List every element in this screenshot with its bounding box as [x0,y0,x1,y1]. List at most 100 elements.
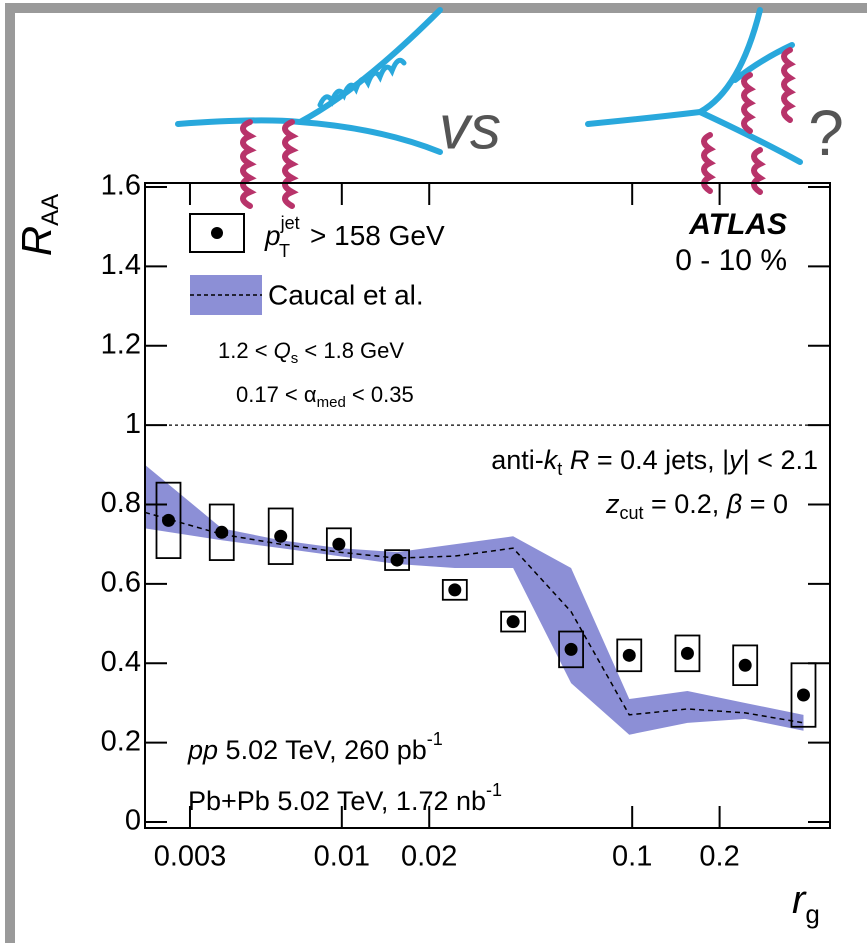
sketch-vs: vs [439,93,501,162]
systematic-box [208,503,235,561]
sketch-glauber [741,72,756,134]
x-axis-title-main: r [792,878,807,922]
data-point [738,658,752,672]
legend-label-part: T [279,241,290,261]
systematic-box [384,549,410,571]
annotation-part: cut [619,503,643,523]
x-tick-label: 0.2 [699,841,739,873]
legend-marker-box [189,213,245,253]
sketch [175,7,803,209]
systematic-box [325,527,352,561]
systematic-box [790,662,817,728]
x-axis-title-sub: g [805,899,819,929]
annotation-part: pp [187,735,218,765]
y-tick-label: 0.8 [101,487,141,519]
systematic-box [267,507,294,565]
data-point [215,525,229,539]
annotation: 1.2 < Qs < 1.8 GeV [218,338,404,367]
annotation-part: R [570,445,590,475]
annotation: zcut = 0.2, β = 0 [605,489,788,523]
centrality-label: 0 - 10 % [675,244,787,277]
annotation: Pb+Pb 5.02 TeV, 1.72 nb-1 [188,780,502,816]
annotation-part: anti- [491,445,544,475]
annotation-part: Q [274,338,291,363]
systematic-box [674,634,701,673]
y-tick-label: 0.6 [101,567,141,599]
theory-central-line [144,511,804,724]
annotation-part: med [317,394,346,411]
experiment-label: ATLAS [688,208,787,241]
systematic-box [155,481,182,559]
annotation-part: k [544,445,559,475]
sketch-gluon [317,57,407,108]
legend-label-part: jet [280,213,300,233]
annotation-part: < 0.35 [346,382,414,407]
sketch-jet [732,42,795,83]
annotation-part: 0.17 < α [236,382,317,407]
sketch-glauber [701,132,716,194]
sketch-question: ? [808,97,844,169]
systematic-box [732,644,759,687]
annotation-part: < 1.8 GeV [298,338,404,363]
annotation-part: -1 [486,780,502,800]
data-point [796,688,810,702]
data-point [332,537,346,551]
y-axis-title: RAA [13,194,64,256]
y-tick-label: 0 [125,805,141,837]
legend-label: pjet T > 158 GeV [264,213,445,261]
annotation-part: = 0 [742,489,788,519]
annotation-part: z [605,489,620,519]
x-axis-title: rg [792,878,820,929]
annotation: 0.17 < αmed < 0.35 [236,382,414,411]
x-tick-label: 0.003 [154,841,227,873]
annotation-part: -1 [427,729,443,749]
legend-label: Caucal et al. [268,279,424,310]
systematic-box [616,638,643,673]
legend-label-part: p [264,220,281,251]
y-tick-label: 1 [125,408,141,440]
data-point [161,513,175,527]
y-axis-title-sub: AA [37,194,64,226]
x-tick-label: 0.02 [401,841,457,873]
annotation: anti-kt R = 0.4 jets, |y| < 2.1 [491,445,818,479]
data-point [274,529,288,543]
y-tick-label: 0.2 [101,725,141,757]
data-point [448,583,462,597]
data-point [564,642,578,656]
annotation-part: 1.2 < [218,338,274,363]
annotation-part: = 0.4 jets, | [589,445,729,475]
annotation-part: t [557,459,562,479]
annotation: pp 5.02 TeV, 260 pb-1 [187,729,443,765]
annotation-part: s [291,350,299,367]
data-point [390,553,404,567]
systematic-box [500,610,527,633]
y-tick-label: 1.6 [101,170,141,202]
sketch-glauber [282,119,299,209]
annotation-part: 5.02 TeV, 260 pb [218,735,427,765]
x-tick-label: 0.01 [314,841,370,873]
legend-marker [211,227,223,239]
y-tick-label: 1.2 [101,328,141,360]
sketch-glauber [751,147,766,195]
systematic-box [441,579,468,601]
annotation-part [562,445,570,475]
data-point [680,646,694,660]
sketch-glauber [781,47,796,123]
data-point [622,648,636,662]
y-axis-title-main: R [13,226,60,256]
annotation-part: y [727,445,744,475]
screenshot-border [5,3,867,943]
annotation-part: = 0.2, [643,489,726,519]
y-tick-label: 0.4 [101,646,141,678]
sketch-jet [697,109,803,165]
systematic-box [558,630,584,669]
legend-label-part: > 158 GeV [310,220,445,251]
y-tick-label: 1.4 [101,249,141,281]
annotation-part: β [726,489,742,519]
data-point [506,615,520,629]
sketch-glauber [240,119,257,209]
annotation-part: Pb+Pb 5.02 TeV, 1.72 nb [188,786,486,816]
plot-area: 0 0.2 0.4 0.6 0.8 1 1.2 1.4 1.6 0.003 0.01 0.02 0.1 0… [101,170,831,873]
annotation-part: | < 2.1 [743,445,818,475]
